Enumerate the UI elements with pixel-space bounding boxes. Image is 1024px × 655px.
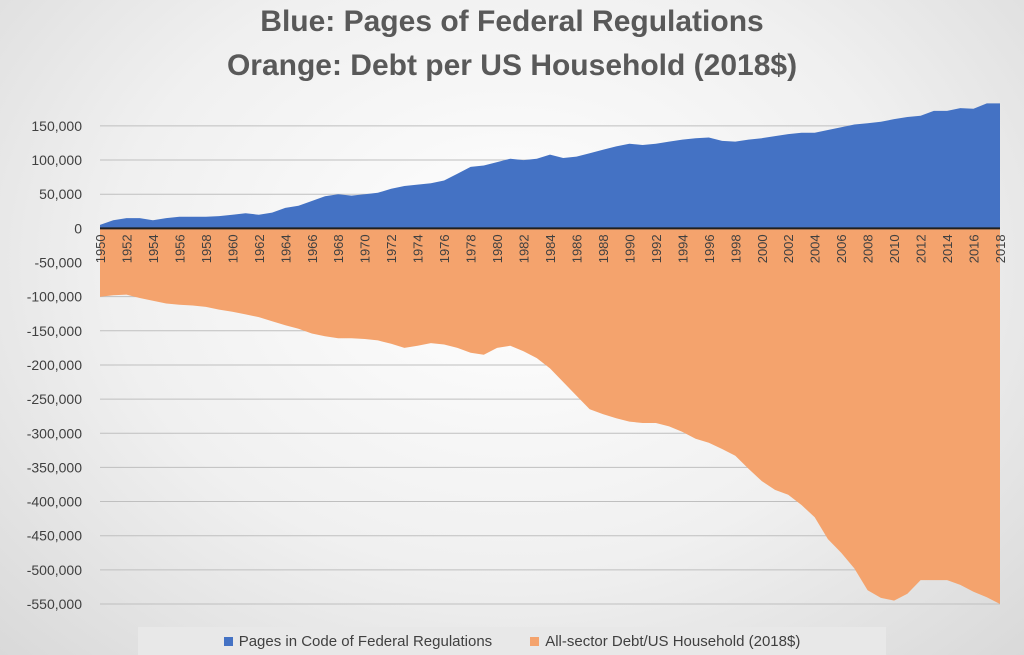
legend-item-debt: All-sector Debt/US Household (2018$) xyxy=(530,633,800,650)
chart-title: Blue: Pages of Federal Regulations Orang… xyxy=(0,0,1024,88)
x-tick-label: 1994 xyxy=(675,234,690,263)
x-tick-label: 2018 xyxy=(993,234,1008,263)
x-tick-label: 1954 xyxy=(146,234,161,263)
y-tick-label: 150,000 xyxy=(31,118,82,134)
legend-label-debt: All-sector Debt/US Household (2018$) xyxy=(545,632,801,650)
y-tick-label: -350,000 xyxy=(27,459,82,475)
y-tick-label: -500,000 xyxy=(27,562,82,578)
x-tick-label: 1974 xyxy=(411,234,426,263)
x-tick-label: 1958 xyxy=(199,234,214,263)
x-axis-labels: 1950 1952 1954 1956 1958 1960 1962 1964 1966 1968… xyxy=(93,234,1008,263)
x-tick-label: 1950 xyxy=(93,234,108,263)
y-tick-label: -400,000 xyxy=(27,494,82,510)
x-tick-label: 1976 xyxy=(437,234,452,263)
y-tick-label: -550,000 xyxy=(27,596,82,612)
chart-plot: 150,000 100,000 50,000 0 -50,000 -100,000 -150… xyxy=(27,103,1008,612)
x-tick-label: 2010 xyxy=(887,234,902,263)
legend-swatch-orange xyxy=(530,636,540,646)
x-tick-label: 2008 xyxy=(861,234,876,263)
x-tick-label: 1988 xyxy=(596,234,611,263)
x-tick-label: 1996 xyxy=(702,234,717,263)
y-tick-label: -450,000 xyxy=(27,528,82,544)
y-tick-label: 0 xyxy=(74,220,82,236)
x-tick-label: 2016 xyxy=(967,234,982,263)
x-tick-label: 1980 xyxy=(490,234,505,263)
x-tick-label: 2014 xyxy=(940,234,955,263)
x-tick-label: 1966 xyxy=(305,234,320,263)
x-tick-label: 1984 xyxy=(543,234,558,263)
x-tick-label: 1960 xyxy=(225,234,240,263)
chart-title-line-1: Blue: Pages of Federal Regulations xyxy=(260,5,764,38)
legend-item-regulations: Pages in Code of Federal Regulations xyxy=(223,632,493,650)
x-tick-label: 1964 xyxy=(278,234,293,263)
area-series xyxy=(100,103,1000,604)
y-tick-label: -200,000 xyxy=(27,357,82,373)
x-tick-label: 1992 xyxy=(649,234,664,263)
legend: Pages in Code of Federal Regulations All… xyxy=(138,627,886,655)
x-tick-label: 1970 xyxy=(358,234,373,263)
x-tick-label: 1956 xyxy=(172,234,187,263)
x-tick-label: 1998 xyxy=(728,234,743,263)
x-tick-label: 2004 xyxy=(808,234,823,263)
x-tick-label: 1962 xyxy=(252,234,267,263)
x-tick-label: 2012 xyxy=(914,234,929,263)
x-tick-label: 2002 xyxy=(781,234,796,263)
y-tick-label: 50,000 xyxy=(39,186,82,202)
x-tick-label: 1986 xyxy=(569,234,584,263)
y-axis-labels: 150,000 100,000 50,000 0 -50,000 -100,000 -150… xyxy=(27,118,82,612)
area-debt xyxy=(100,228,1000,604)
x-tick-label: 2006 xyxy=(834,234,849,263)
y-tick-label: -150,000 xyxy=(27,323,82,339)
y-tick-label: -50,000 xyxy=(35,255,83,271)
x-tick-label: 1978 xyxy=(464,234,479,263)
legend-swatch-blue xyxy=(223,636,233,646)
area-regulations xyxy=(100,103,1000,229)
y-tick-label: -100,000 xyxy=(27,289,82,305)
y-tick-label: -250,000 xyxy=(27,391,82,407)
x-tick-label: 1952 xyxy=(119,234,134,263)
x-tick-label: 1968 xyxy=(331,234,346,263)
y-tick-label: -300,000 xyxy=(27,425,82,441)
legend-label-regulations: Pages in Code of Federal Regulations xyxy=(238,632,493,650)
x-tick-label: 2000 xyxy=(755,234,770,263)
chart-title-line-2: Orange: Debt per US Household (2018$) xyxy=(226,49,798,82)
y-tick-label: 100,000 xyxy=(31,152,82,168)
x-tick-label: 1990 xyxy=(622,234,637,263)
x-tick-label: 1982 xyxy=(517,234,532,263)
x-tick-label: 1972 xyxy=(384,234,399,263)
